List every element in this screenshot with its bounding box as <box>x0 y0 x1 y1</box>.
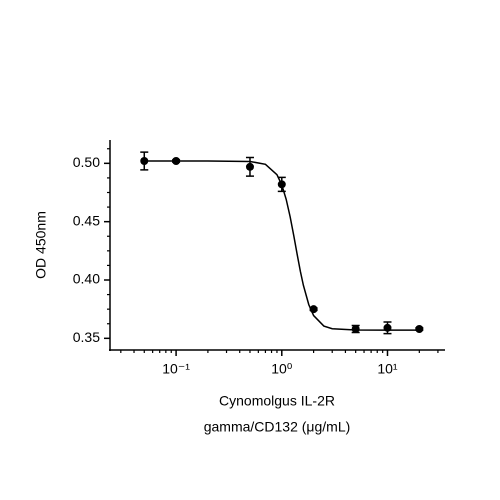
data-point <box>277 180 286 189</box>
x-tick-label: 10¹ <box>377 361 398 377</box>
y-tick-label: 0.45 <box>73 212 100 228</box>
data-point <box>415 325 424 333</box>
y-axis-label: OD 450nm <box>33 211 49 279</box>
y-tick-label: 0.50 <box>73 154 100 170</box>
data-point <box>172 157 181 165</box>
y-tick-label: 0.35 <box>73 329 100 345</box>
x-axis-label: gamma/CD132 (μg/mL) <box>204 419 351 435</box>
y-tick-label: 0.40 <box>73 271 100 287</box>
x-tick-label: 10⁰ <box>271 361 293 377</box>
data-point <box>383 323 392 332</box>
data-point <box>309 305 318 314</box>
fit-curve <box>144 160 420 331</box>
data-point <box>245 162 254 171</box>
x-tick-label: 10⁻¹ <box>162 361 190 377</box>
data-point <box>351 325 360 333</box>
x-axis-label: Cynomolgus IL-2R <box>219 393 335 409</box>
data-point <box>140 157 149 165</box>
